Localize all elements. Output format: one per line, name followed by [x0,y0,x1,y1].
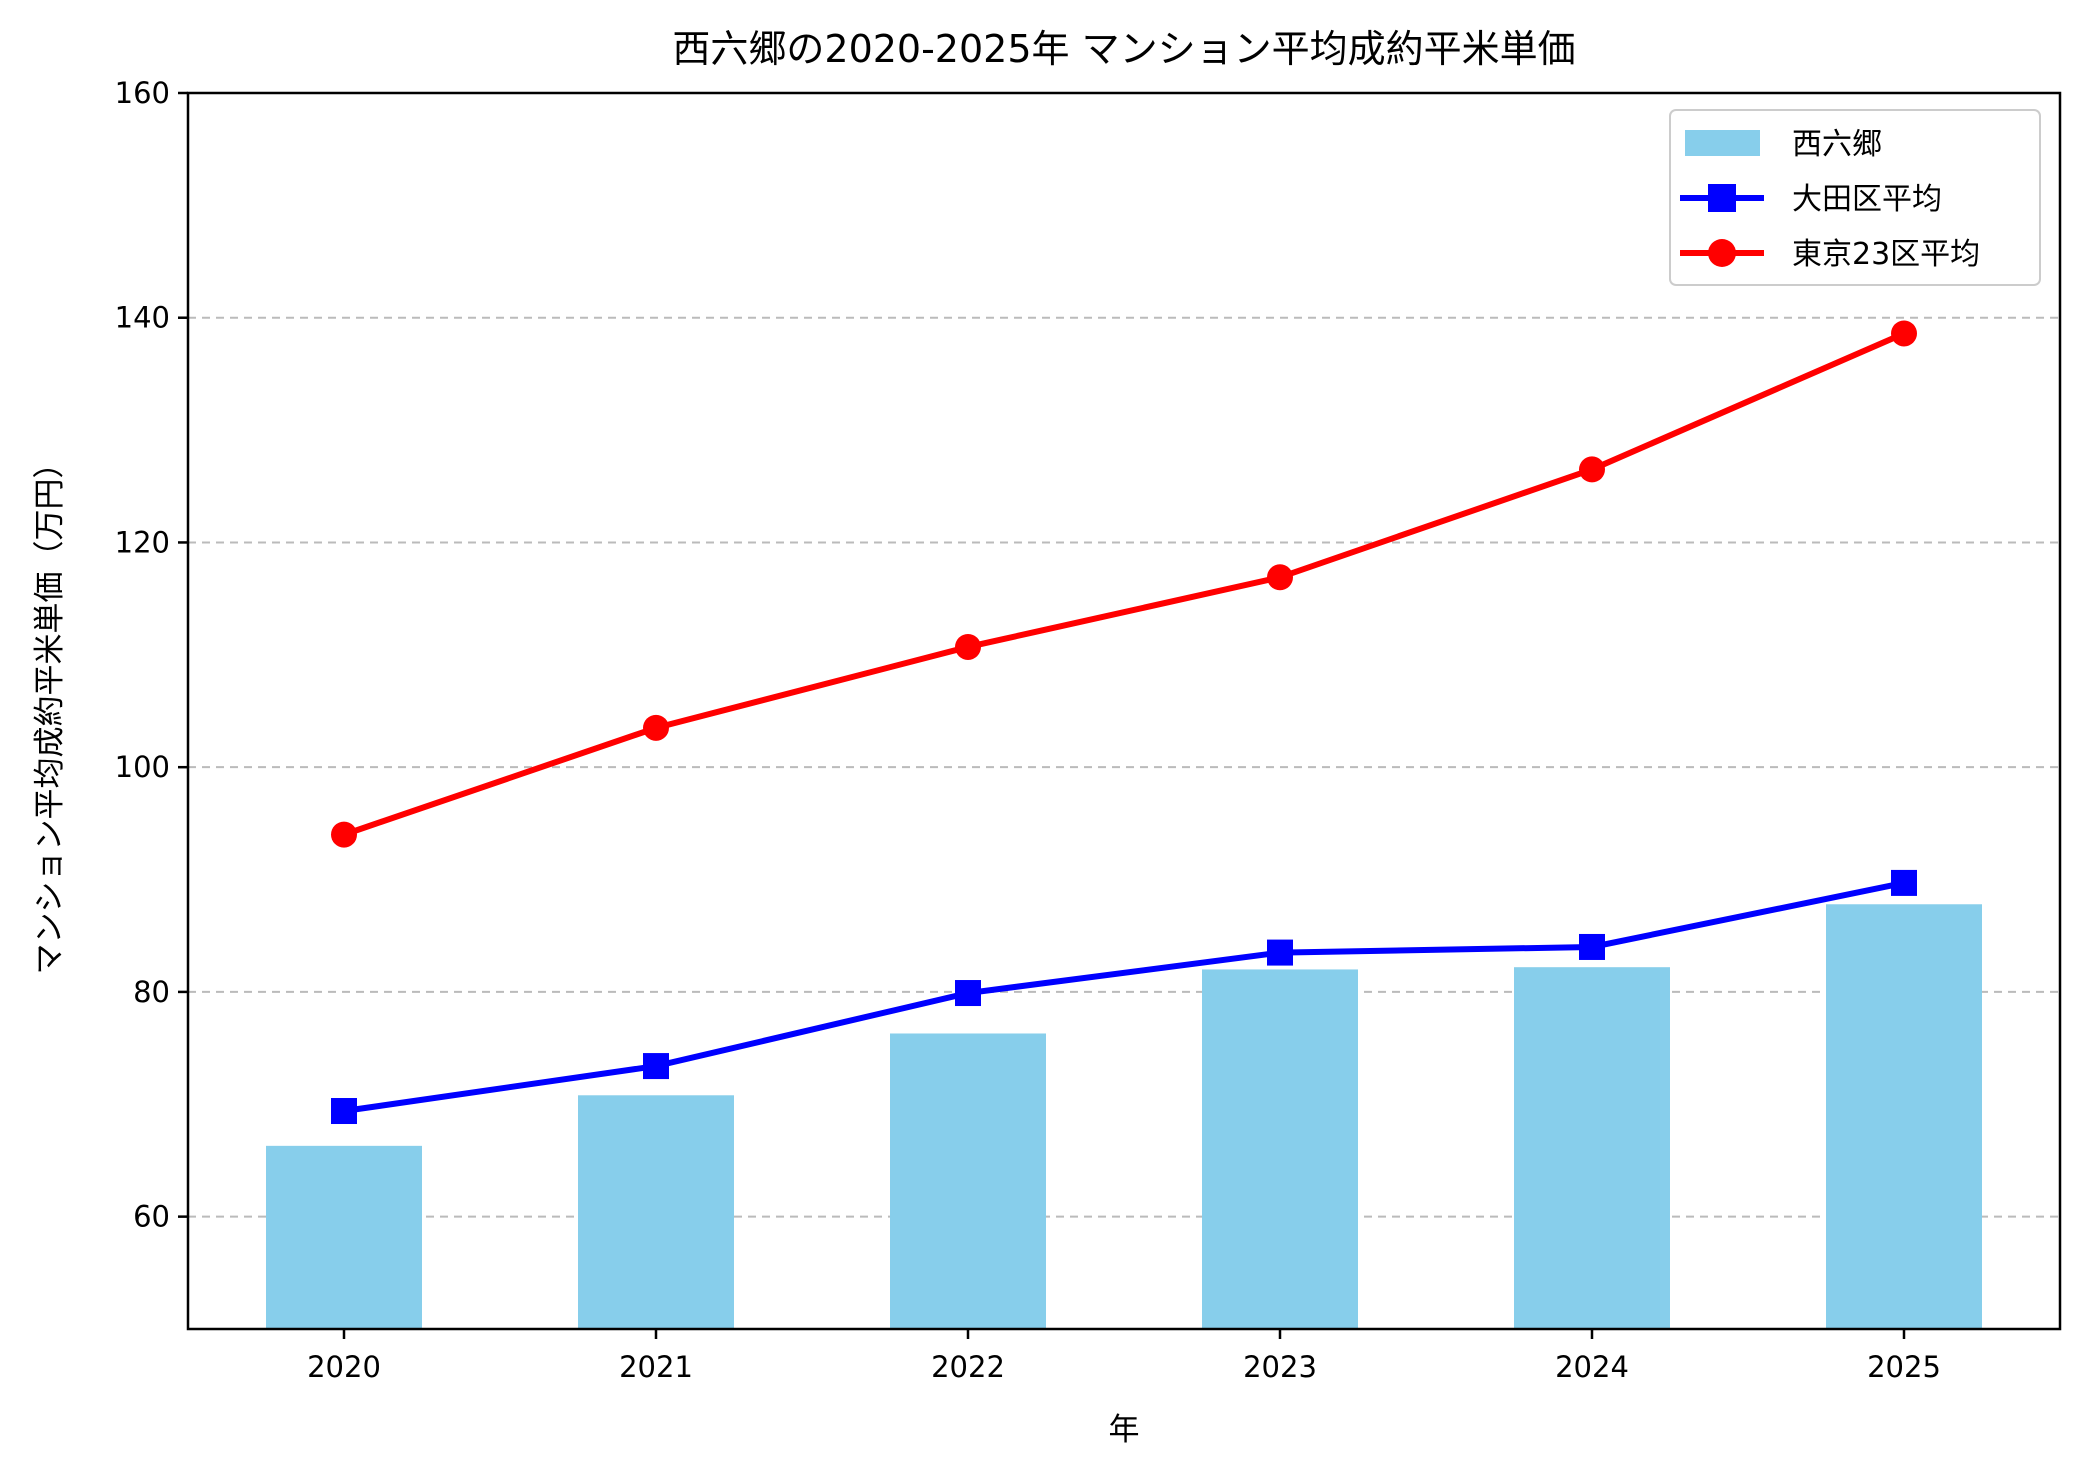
series-line-1 [343,879,1905,1114]
legend-label: 大田区平均 [1792,182,1942,217]
bar-2020 [266,1145,422,1329]
legend-frame [1669,109,2041,286]
square-marker [955,980,981,1007]
legend-square-marker [1708,184,1736,212]
x-tick-label: 2022 [931,1350,1005,1384]
bar-2025 [1826,904,1982,1329]
y-tick-label: 140 [115,301,170,335]
x-tick-label: 2020 [307,1350,381,1384]
bar-2024 [1514,967,1670,1329]
y-tick-label: 120 [115,525,170,559]
square-marker [643,1053,669,1080]
y-tick-label: 100 [115,750,170,784]
circle-marker [1267,564,1293,591]
square-marker [1579,933,1605,960]
circle-marker [643,714,669,741]
legend-label: 西六郷 [1792,127,1882,162]
chart-title: 西六郷の2020-2025年 マンション平均成約平米単価 [672,27,1575,71]
legend-swatch-bar [1685,130,1760,156]
bar-2021 [578,1095,734,1329]
circle-marker [1891,320,1917,347]
plot-frame [186,91,2062,1331]
bar-2023 [1202,969,1358,1329]
x-tick-label: 2023 [1243,1350,1317,1384]
circle-marker [1579,456,1605,483]
y-axis-label: マンション平均成約平米単価（万円） [32,448,68,975]
lines [331,320,1917,1125]
x-axis: 2020 2021 2022 2023 2024 2025 [307,1329,1941,1384]
circle-marker [331,821,357,848]
x-tick-label: 2021 [619,1350,693,1384]
square-marker [1891,869,1917,896]
y-tick-label: 60 [133,1200,170,1234]
square-marker [1267,939,1293,966]
y-tick-label: 160 [115,76,170,110]
circle-marker [955,633,981,660]
x-tick-label: 2025 [1867,1350,1941,1384]
x-tick-label: 2024 [1555,1350,1629,1384]
y-tick-label: 80 [133,975,170,1009]
grid [188,316,2060,1218]
legend-label: 東京23区平均 [1792,237,1980,272]
y-axis: 60 80 100 120 140 160 [115,76,188,1234]
bars [266,904,1982,1329]
x-axis-label: 年 [1109,1412,1140,1448]
series-line-2 [343,330,1906,838]
square-marker [331,1098,357,1125]
legend-circle-marker [1708,239,1736,267]
bar-2022 [890,1033,1046,1329]
